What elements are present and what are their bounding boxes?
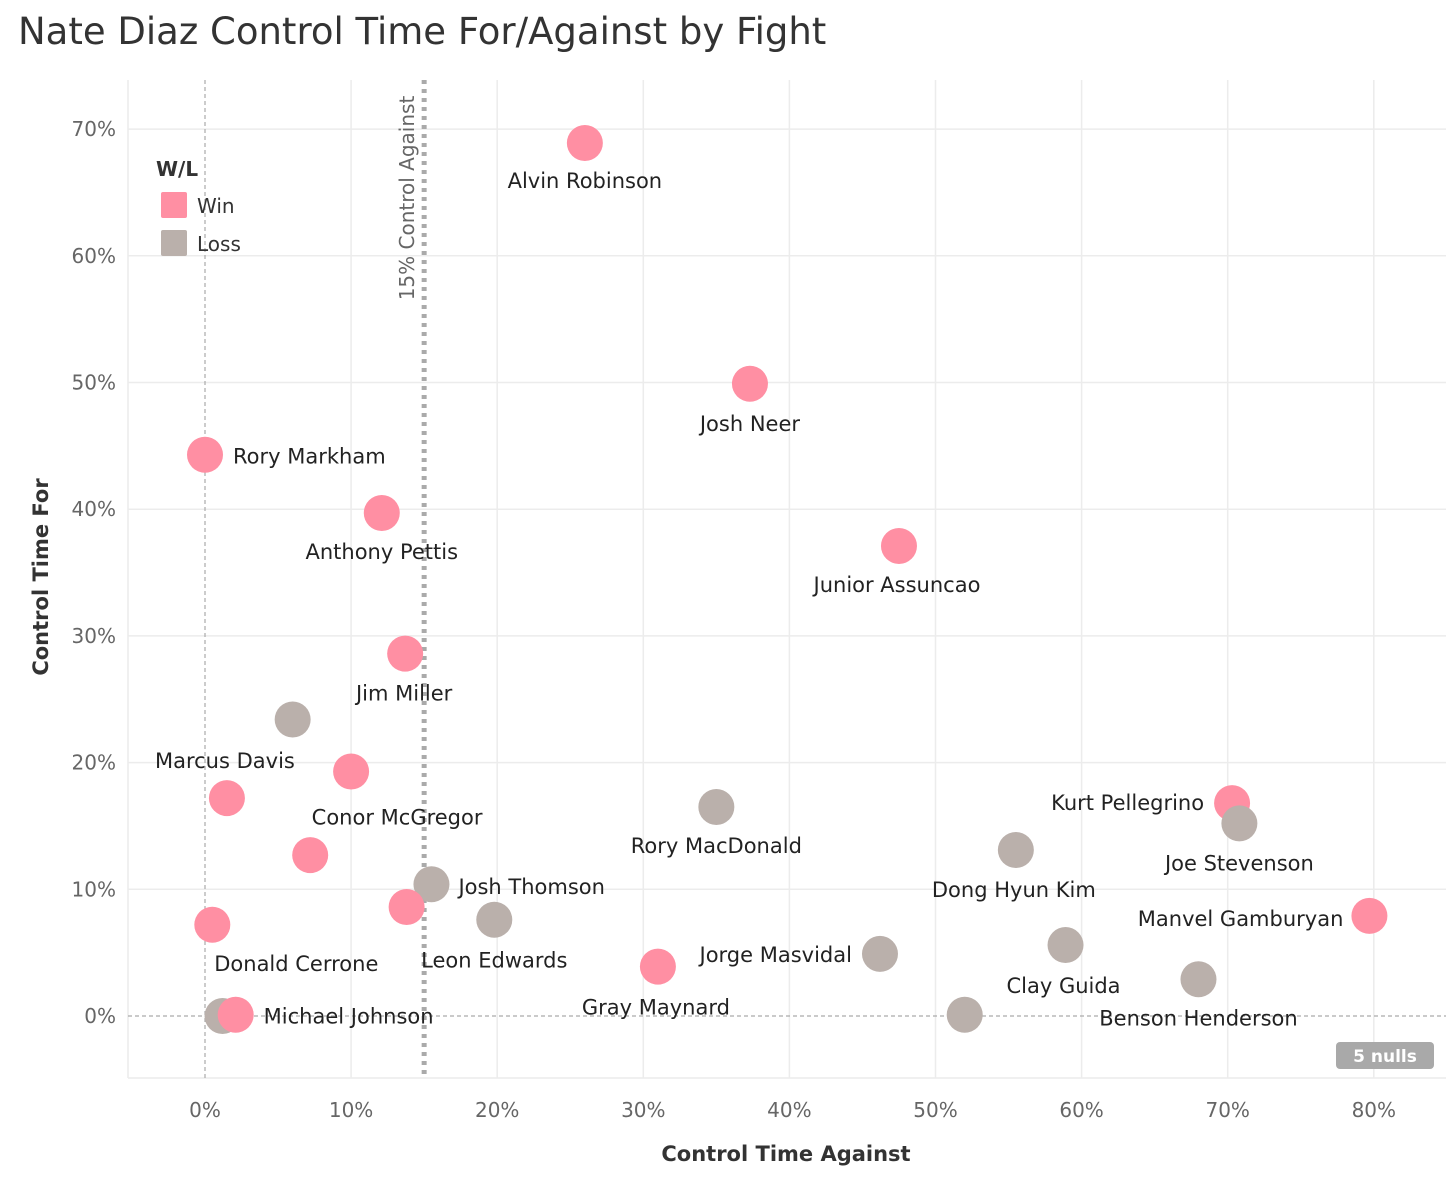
x-tick-label: 20% bbox=[475, 1098, 519, 1122]
chart-title: Nate Diaz Control Time For/Against by Fi… bbox=[18, 10, 827, 53]
point-loss bbox=[698, 788, 735, 825]
y-tick-label: 20% bbox=[72, 751, 116, 775]
y-tick-label: 30% bbox=[72, 624, 116, 648]
x-tick-label: 40% bbox=[767, 1098, 811, 1122]
point-win bbox=[217, 996, 254, 1033]
data-points bbox=[187, 125, 1388, 1034]
point-loss bbox=[413, 866, 450, 903]
point-label: Jim Miller bbox=[354, 682, 453, 706]
point-win bbox=[187, 436, 223, 473]
point-loss bbox=[1180, 961, 1217, 998]
y-tick-label: 0% bbox=[84, 1004, 116, 1028]
nulls-badge[interactable] bbox=[1336, 1042, 1434, 1069]
point-label: Rory Markham bbox=[233, 445, 386, 469]
legend-swatch-win bbox=[161, 192, 187, 218]
x-tick-label: 50% bbox=[913, 1098, 957, 1122]
point-labels: Alvin Robinson Josh Neer Rory Markham Antho… bbox=[155, 169, 1343, 1030]
reference-line-label: 15% Control Against bbox=[395, 96, 419, 301]
point-win bbox=[639, 948, 676, 985]
point-label: Gray Maynard bbox=[582, 996, 730, 1020]
x-tick-label: 0% bbox=[189, 1098, 221, 1122]
point-loss bbox=[861, 935, 898, 972]
point-loss bbox=[274, 701, 311, 738]
point-label: Alvin Robinson bbox=[508, 169, 663, 193]
point-label: Dong Hyun Kim bbox=[932, 878, 1096, 902]
point-win bbox=[208, 780, 245, 817]
point-label: Jorge Masvidal bbox=[698, 943, 852, 967]
point-label: Rory MacDonald bbox=[631, 834, 802, 858]
x-axis-title: Control Time Against bbox=[661, 1142, 910, 1166]
reference-lines bbox=[128, 80, 1446, 1078]
point-win bbox=[333, 753, 370, 790]
point-win bbox=[387, 635, 424, 672]
legend-label-loss: Loss bbox=[197, 232, 241, 256]
point-label: Josh Neer bbox=[698, 412, 801, 436]
point-label: Conor McGregor bbox=[312, 805, 483, 829]
point-label: Donald Cerrone bbox=[214, 952, 378, 976]
point-loss bbox=[997, 832, 1034, 869]
legend-label-win: Win bbox=[197, 194, 235, 218]
y-tick-label: 40% bbox=[72, 497, 116, 521]
nulls-badge-text: 5 nulls bbox=[1353, 1047, 1417, 1067]
x-tick-label: 80% bbox=[1352, 1098, 1396, 1122]
point-loss bbox=[476, 901, 513, 938]
point-win bbox=[388, 889, 425, 926]
point-win bbox=[1351, 897, 1388, 934]
y-tick-label: 60% bbox=[72, 244, 116, 268]
legend-title: W/L bbox=[156, 157, 198, 181]
nulls-indicator[interactable]: 5 nulls bbox=[1336, 1042, 1434, 1069]
point-win bbox=[363, 495, 400, 532]
gridlines bbox=[127, 80, 1446, 1079]
point-label: Joe Stevenson bbox=[1163, 851, 1314, 875]
point-win bbox=[880, 527, 917, 564]
point-label: Marcus Davis bbox=[155, 749, 295, 773]
point-label: Josh Thomson bbox=[456, 875, 605, 899]
x-tick-label: 60% bbox=[1059, 1098, 1103, 1122]
point-label: Manvel Gamburyan bbox=[1138, 907, 1344, 931]
point-label: Benson Henderson bbox=[1099, 1006, 1297, 1030]
legend: W/L Win Loss bbox=[156, 157, 241, 256]
point-win bbox=[731, 365, 768, 402]
y-axis-title: Control Time For bbox=[29, 478, 53, 676]
point-label: Clay Guida bbox=[1006, 974, 1120, 998]
point-label: Anthony Pettis bbox=[305, 540, 458, 564]
point-win bbox=[566, 125, 603, 162]
point-label: Kurt Pellegrino bbox=[1051, 791, 1204, 815]
point-label: Leon Edwards bbox=[421, 949, 567, 973]
y-tick-label: 70% bbox=[72, 117, 116, 141]
point-loss bbox=[1047, 927, 1084, 964]
point-loss bbox=[1221, 805, 1258, 842]
x-tick-label: 70% bbox=[1205, 1098, 1249, 1122]
y-tick-label: 10% bbox=[72, 877, 116, 901]
legend-swatch-loss bbox=[161, 230, 187, 256]
point-win bbox=[292, 837, 329, 874]
x-tick-label: 10% bbox=[329, 1098, 373, 1122]
point-label: Junior Assuncao bbox=[812, 573, 981, 597]
x-tick-label: 30% bbox=[621, 1098, 665, 1122]
point-loss bbox=[946, 996, 983, 1033]
point-label: Michael Johnson bbox=[264, 1005, 434, 1029]
y-tick-label: 50% bbox=[72, 371, 116, 395]
axis-ticks: 0% 10% 20% 30% 40% 50% 60% 70% 80% 0% 10% 20% 30% 40%… bbox=[72, 117, 1396, 1122]
point-win bbox=[194, 906, 231, 943]
